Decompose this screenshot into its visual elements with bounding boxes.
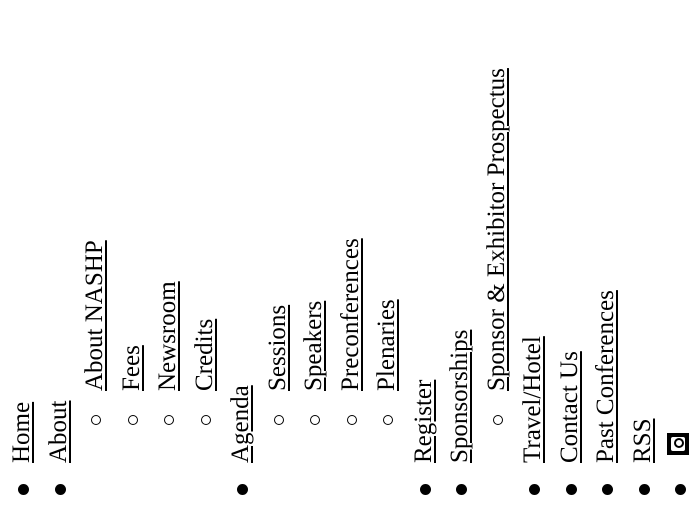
nav-subitem-credits: Credits bbox=[187, 68, 224, 501]
nav-link-home[interactable]: Home bbox=[8, 401, 35, 463]
nav-link-credits[interactable]: Credits bbox=[190, 318, 218, 391]
nav-subitem-newsroom: Newsroom bbox=[150, 68, 187, 501]
badge-inner-icon bbox=[671, 437, 685, 451]
nav-link-plenaries[interactable]: Plenaries bbox=[373, 299, 400, 391]
nav-link-preconferences[interactable]: Preconferences bbox=[336, 238, 364, 391]
nav-link-about[interactable]: About bbox=[44, 400, 72, 464]
nav-link-contact-us[interactable]: Contact Us bbox=[555, 351, 583, 463]
nav-link-sponsorships[interactable]: Sponsorships bbox=[446, 329, 473, 463]
nav-link-sponsor-prospectus[interactable]: Sponsor & Exhibitor Prospectus bbox=[482, 68, 510, 391]
nav-link-newsroom[interactable]: Newsroom bbox=[154, 281, 181, 391]
nav-item-agenda: Agenda bbox=[223, 68, 260, 501]
nav-item-contact-us: Contact Us bbox=[552, 68, 589, 501]
nav-subitem-plenaries: Plenaries bbox=[369, 68, 406, 501]
nav-link-fees[interactable]: Fees bbox=[117, 345, 145, 391]
nav-link-past-conferences[interactable]: Past Conferences bbox=[592, 290, 619, 463]
nav-subitem-sponsor-prospectus: Sponsor & Exhibitor Prospectus bbox=[479, 68, 516, 501]
nav-link-sessions[interactable]: Sessions bbox=[263, 304, 291, 391]
nav-subitem-preconferences: Preconferences bbox=[333, 68, 370, 501]
square-badge-icon[interactable] bbox=[667, 433, 689, 455]
nav-item-rss: RSS bbox=[625, 68, 662, 501]
nav-link-register[interactable]: Register bbox=[409, 379, 437, 463]
nav-item-home: Home bbox=[4, 68, 41, 501]
nav-link-travel-hotel[interactable]: Travel/Hotel bbox=[519, 336, 546, 463]
nav-subitem-about-nashp: About NASHP bbox=[77, 68, 114, 501]
nav-subitem-fees: Fees bbox=[114, 68, 151, 501]
nav-subitem-sessions: Sessions bbox=[260, 68, 297, 501]
nav-item-register: Register bbox=[406, 68, 443, 501]
nav-item-travel-hotel: Travel/Hotel bbox=[515, 68, 552, 501]
nav-link-speakers[interactable]: Speakers bbox=[300, 300, 327, 391]
site-navigation-menu: Home About About NASHP Fees Newsroom Cre… bbox=[4, 68, 689, 501]
nav-item-about: About bbox=[41, 68, 78, 501]
nav-link-about-nashp[interactable]: About NASHP bbox=[81, 240, 108, 391]
nav-link-agenda[interactable]: Agenda bbox=[227, 385, 254, 463]
nav-item-badge bbox=[661, 68, 689, 501]
nav-item-past-conferences: Past Conferences bbox=[588, 68, 625, 501]
nav-item-sponsorships: Sponsorships bbox=[442, 68, 479, 501]
nav-subitem-speakers: Speakers bbox=[296, 68, 333, 501]
nav-link-rss[interactable]: RSS bbox=[628, 418, 656, 463]
